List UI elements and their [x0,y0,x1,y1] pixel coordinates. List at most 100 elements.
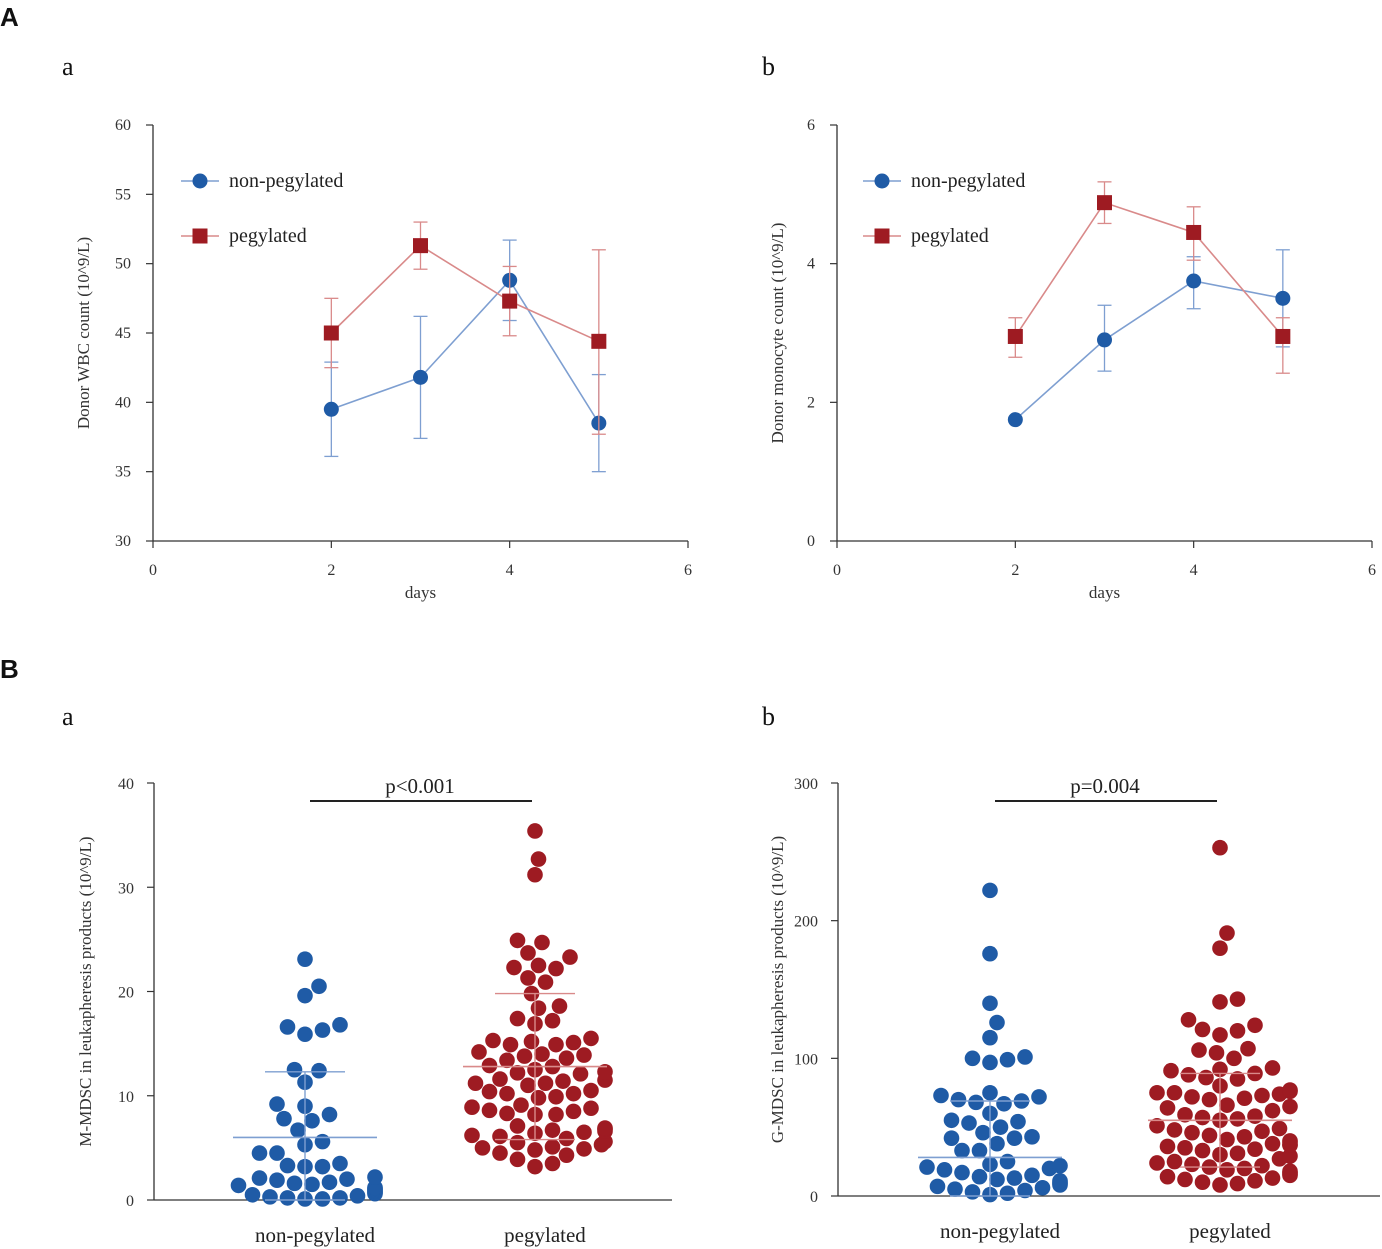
data-point [548,1088,564,1105]
data-point [1247,1141,1263,1157]
data-point [996,1095,1012,1112]
data-point [527,866,543,883]
data-point [471,1044,487,1060]
data-point [314,1191,331,1207]
data-point [509,1134,526,1151]
data-point [1275,290,1291,306]
data-point [323,401,339,417]
data-point [513,1097,529,1113]
data-point [332,1017,348,1033]
data-point [954,1164,970,1181]
y-tick-label: 55 [115,186,131,203]
data-point [1282,1148,1298,1164]
data-point [537,974,554,990]
data-point [304,1176,320,1193]
series-line-pegylated [330,244,600,343]
data-point [576,1047,592,1063]
x-axis-label: days [405,583,436,602]
data-point [1201,1127,1218,1144]
y-tick-label: 6 [807,117,815,134]
data-point [1006,1170,1023,1186]
y-tick-label: 30 [115,533,131,550]
data-point [527,1142,543,1158]
data-point [1271,1120,1288,1137]
x-axis-label: days [1089,583,1120,602]
data-point [1149,1117,1165,1134]
data-point [1149,1084,1165,1101]
data-point [1212,1027,1228,1043]
data-point [297,951,313,967]
data-point [982,1029,998,1046]
data-point [583,1082,599,1099]
data-point [576,1141,592,1157]
x-tick-label: 2 [1011,562,1019,579]
y-tick-label: 30 [118,880,134,897]
data-point [597,1120,613,1136]
data-point [1254,1123,1270,1140]
data-point [1229,1111,1246,1127]
data-point [1194,1021,1211,1038]
data-point [975,1124,991,1141]
data-point [481,1102,498,1119]
data-point [279,1019,296,1035]
data-point [558,1147,575,1163]
data-point [1034,1179,1051,1196]
x-tick-label: 0 [833,562,841,579]
data-point [999,1185,1016,1202]
data-point [576,1124,592,1141]
data-point [583,1030,599,1047]
data-point [1219,925,1235,941]
data-point [548,960,564,977]
legend-label: pegylated [911,225,989,247]
data-point [982,945,998,962]
subpanel-label-Ab: b [762,52,775,81]
data-point [961,1115,977,1131]
data-point [323,325,339,341]
legend-marker-pegylated [192,228,208,244]
data-point [499,1105,515,1122]
data-point [992,1119,1009,1135]
data-point [950,1091,967,1108]
x-tick-label: 2 [327,562,335,579]
y-axis-label: M-MDSC in leukapheresis products (10^9/L… [76,836,95,1146]
data-point [516,1048,533,1064]
data-point [1052,1173,1068,1189]
data-point [999,1153,1016,1170]
data-point [1006,1130,1023,1146]
data-point [509,1118,526,1134]
data-point [251,1170,268,1186]
data-point [1149,1155,1165,1171]
data-point [523,1033,540,1050]
subpanel-label-Ba: a [62,702,74,731]
y-axis-label: Donor monocyte count (10^9/L) [768,223,787,444]
data-point [502,293,518,309]
data-point [964,1050,981,1067]
data-point [509,1065,526,1081]
data-point [1024,1167,1040,1184]
data-point [321,1106,338,1123]
data-point [1264,1060,1281,1076]
data-point [548,1106,564,1123]
y-axis-label: G-MDSC in leukapheresis products (10^9/L… [768,836,787,1143]
data-point [954,1142,970,1159]
category-label: non-pegylated [940,1219,1061,1243]
data-point [251,1145,268,1161]
data-point [1282,1082,1298,1098]
data-point [548,1036,564,1053]
data-point [530,851,547,867]
y-tick-label: 20 [118,985,134,1002]
data-point [481,1083,498,1100]
panel-label-A: A [0,2,19,32]
data-point [1236,1160,1253,1177]
data-point [555,1073,571,1089]
chart-donor-wbc: 30 35 40 45 50 55 60 0 2 4 6 days Donor WBC count (1… [74,117,692,602]
data-point [1254,1087,1270,1104]
data-point [565,1103,582,1120]
data-point [499,1085,515,1102]
subpanel-label-Bb: b [762,702,775,731]
data-point [332,1190,348,1206]
data-point [1194,1174,1211,1191]
data-point [297,1026,313,1043]
data-point [244,1186,261,1203]
data-point [982,1054,998,1071]
